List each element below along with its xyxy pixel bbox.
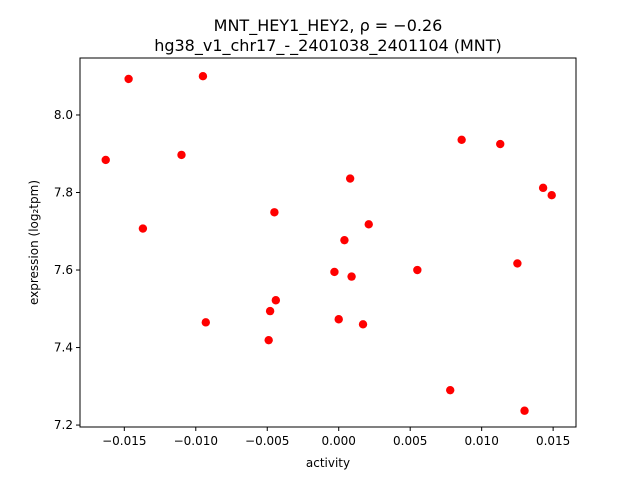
chart-title-line1: MNT_HEY1_HEY2, ρ = −0.26 — [214, 16, 443, 36]
data-point — [264, 335, 273, 345]
y-tick-label: 8.0 — [54, 108, 73, 122]
data-point — [347, 272, 356, 281]
data-point — [513, 259, 522, 268]
data-point — [138, 224, 148, 233]
data-point — [198, 72, 208, 81]
x-tick-label: 0.010 — [464, 434, 498, 448]
data-point — [124, 74, 133, 84]
plot-frame — [79, 57, 577, 428]
data-point — [538, 183, 548, 193]
data-point — [457, 135, 466, 144]
data-point — [265, 306, 275, 316]
x-axis-label: activity — [306, 456, 350, 470]
y-tick-label: 7.8 — [54, 185, 73, 199]
data-point — [446, 385, 455, 395]
y-tick-label: 7.2 — [54, 418, 73, 432]
data-point — [364, 220, 373, 229]
data-point — [413, 265, 422, 275]
x-tick-label: 0.005 — [393, 434, 427, 448]
data-point — [358, 320, 368, 329]
y-axis-ticks: 7.2 7.4 7.6 7.8 8.0 — [54, 108, 80, 432]
y-tick-label: 7.4 — [54, 341, 73, 355]
data-point — [201, 318, 210, 327]
data-point — [101, 155, 110, 165]
y-tick-label: 7.6 — [54, 263, 73, 277]
chart-title-line2: hg38_v1_chr17_-_2401038_2401104 (MNT) — [154, 36, 502, 56]
data-point — [345, 174, 355, 183]
y-axis-label: expression (log₂tpm) — [27, 180, 41, 305]
x-tick-label: 0.015 — [536, 434, 570, 448]
data-point — [334, 315, 343, 324]
data-point — [520, 406, 529, 415]
x-tick-label: 0.000 — [322, 434, 356, 448]
data-point — [177, 150, 186, 160]
data-point — [270, 208, 279, 217]
x-axis-ticks: −0.015 −0.010 −0.005 0.000 0.005 0.010 0.015 — [102, 427, 570, 448]
data-point — [340, 235, 349, 245]
data-point — [330, 267, 339, 277]
plot-area — [101, 72, 556, 415]
data-point — [496, 139, 505, 149]
data-point — [271, 296, 281, 305]
x-tick-label: −0.010 — [174, 434, 218, 448]
x-tick-label: −0.015 — [102, 434, 146, 448]
x-tick-label: −0.005 — [245, 434, 289, 448]
data-point — [547, 191, 556, 200]
